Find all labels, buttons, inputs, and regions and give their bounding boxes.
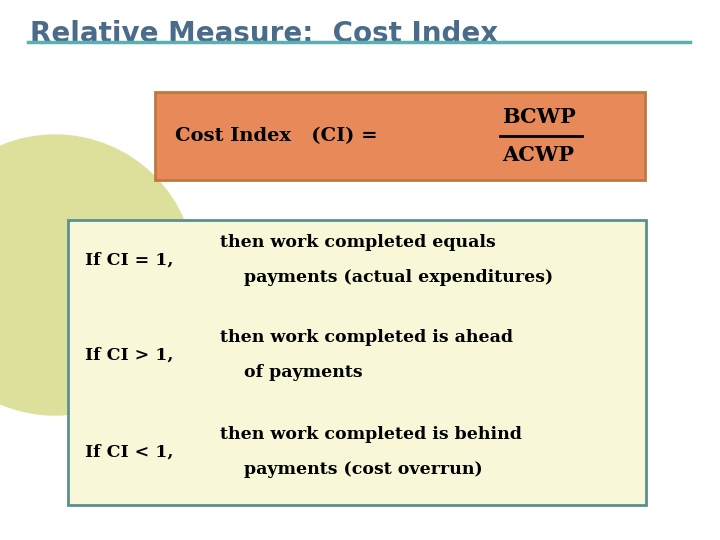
Circle shape	[0, 135, 195, 415]
Text: If CI < 1,: If CI < 1,	[85, 443, 174, 461]
FancyBboxPatch shape	[68, 220, 646, 505]
Text: BCWP: BCWP	[502, 107, 576, 127]
FancyBboxPatch shape	[155, 92, 645, 180]
Text: of payments: of payments	[220, 364, 363, 381]
Text: then work completed equals: then work completed equals	[220, 234, 496, 251]
Text: payments (cost overrun): payments (cost overrun)	[220, 461, 482, 478]
Text: Cost Index   (CI) =: Cost Index (CI) =	[175, 127, 377, 145]
Text: If CI = 1,: If CI = 1,	[85, 252, 174, 268]
Text: If CI > 1,: If CI > 1,	[85, 347, 174, 363]
Text: then work completed is behind: then work completed is behind	[220, 426, 522, 443]
Text: then work completed is ahead: then work completed is ahead	[220, 329, 513, 346]
Text: ACWP: ACWP	[502, 145, 574, 165]
Text: Relative Measure:  Cost Index: Relative Measure: Cost Index	[30, 20, 498, 48]
Text: payments (actual expenditures): payments (actual expenditures)	[220, 269, 553, 286]
